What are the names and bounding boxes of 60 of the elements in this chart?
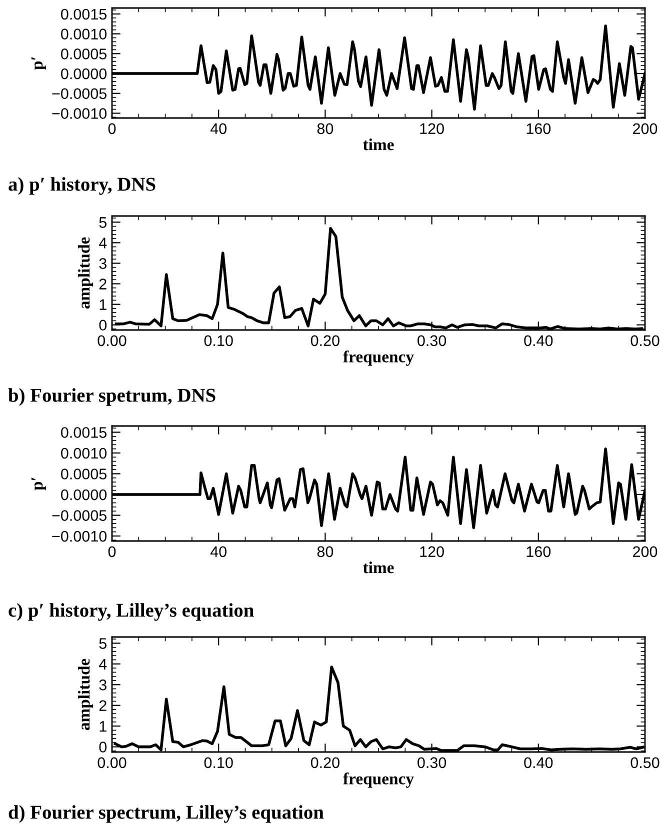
y-tick-label: −0.0010 bbox=[52, 530, 107, 542]
y-tick-label: 2 bbox=[99, 278, 106, 290]
x-tick-label: 0.10 bbox=[204, 335, 233, 346]
x-tick-label: 0 bbox=[108, 546, 116, 558]
y-tick-label: 0.0010 bbox=[61, 28, 107, 40]
y-tick-label: 0.0005 bbox=[61, 468, 107, 480]
x-tick-label: 0 bbox=[108, 123, 116, 134]
y-tick-label: 3 bbox=[99, 680, 106, 690]
y-tick-label: 0 bbox=[99, 320, 107, 331]
x-tick-label: 80 bbox=[317, 123, 334, 134]
x-tick-label: 120 bbox=[420, 546, 444, 558]
y-tick-label: 3 bbox=[99, 258, 106, 269]
x-tick-label: 0.20 bbox=[310, 757, 340, 768]
y-tick-label: 0.0010 bbox=[61, 448, 107, 459]
x-tick-label: 0.30 bbox=[418, 335, 446, 346]
y-tick-label: 2 bbox=[99, 700, 106, 711]
x-tick-label: 160 bbox=[526, 123, 551, 134]
x-tick-label: 0.50 bbox=[630, 335, 660, 346]
y-tick-label: 0.0015 bbox=[61, 8, 107, 20]
x-tick-label: 0.30 bbox=[418, 757, 446, 768]
x-axis-title: frequency bbox=[343, 350, 414, 366]
y-tick-label: 5 bbox=[99, 217, 106, 228]
y-tick-label: −0.0005 bbox=[52, 88, 106, 100]
x-tick-label: 0.40 bbox=[524, 757, 553, 768]
x-tick-label: 200 bbox=[633, 546, 658, 558]
y-tick-label: 1 bbox=[100, 299, 106, 310]
x-tick-label: 120 bbox=[420, 123, 444, 134]
x-tick-label: 0.40 bbox=[524, 335, 553, 346]
y-tick-label: 0.0005 bbox=[61, 48, 107, 60]
y-tick-label: −0.0005 bbox=[52, 510, 106, 521]
x-axis-title: frequency bbox=[343, 772, 414, 788]
text: d) Fourier spectrum, Lilley’s equation bbox=[8, 805, 324, 823]
y-axis-title: p′ bbox=[31, 57, 46, 70]
y-tick-label: 4 bbox=[98, 238, 107, 248]
y-tick-label: −0.0010 bbox=[52, 108, 107, 119]
y-tick-label: 5 bbox=[99, 638, 106, 649]
x-tick-label: 0.20 bbox=[310, 335, 340, 346]
y-tick-label: 1 bbox=[100, 721, 106, 732]
text: a) p′ history, DNS bbox=[8, 177, 156, 195]
x-tick-label: 0.00 bbox=[98, 757, 126, 768]
x-tick-label: 0.10 bbox=[204, 757, 233, 768]
x-tick-label: 40 bbox=[210, 546, 226, 558]
y-tick-label: 0.0000 bbox=[61, 68, 107, 80]
x-tick-label: 200 bbox=[633, 123, 658, 134]
x-tick-label: 0.00 bbox=[98, 335, 126, 346]
x-tick-label: 80 bbox=[317, 546, 334, 558]
y-tick-label: 0.0000 bbox=[61, 489, 107, 500]
text: c) p′ history, Lilley’s equation bbox=[8, 603, 254, 621]
x-tick-label: 160 bbox=[526, 546, 551, 558]
x-axis-title: time bbox=[363, 138, 394, 150]
text: b) Fourier spetrum, DNS bbox=[8, 388, 216, 406]
y-tick-label: 0 bbox=[99, 742, 107, 753]
y-axis-title: amplitude bbox=[78, 658, 94, 730]
x-tick-label: 40 bbox=[210, 123, 226, 134]
y-tick-label: 4 bbox=[98, 658, 107, 670]
x-tick-label: 0.50 bbox=[630, 757, 660, 768]
y-tick-label: 0.0015 bbox=[61, 427, 107, 438]
x-axis-title: time bbox=[363, 561, 394, 574]
y-axis-title: amplitude bbox=[78, 237, 94, 309]
y-axis-title: p′ bbox=[31, 478, 46, 490]
